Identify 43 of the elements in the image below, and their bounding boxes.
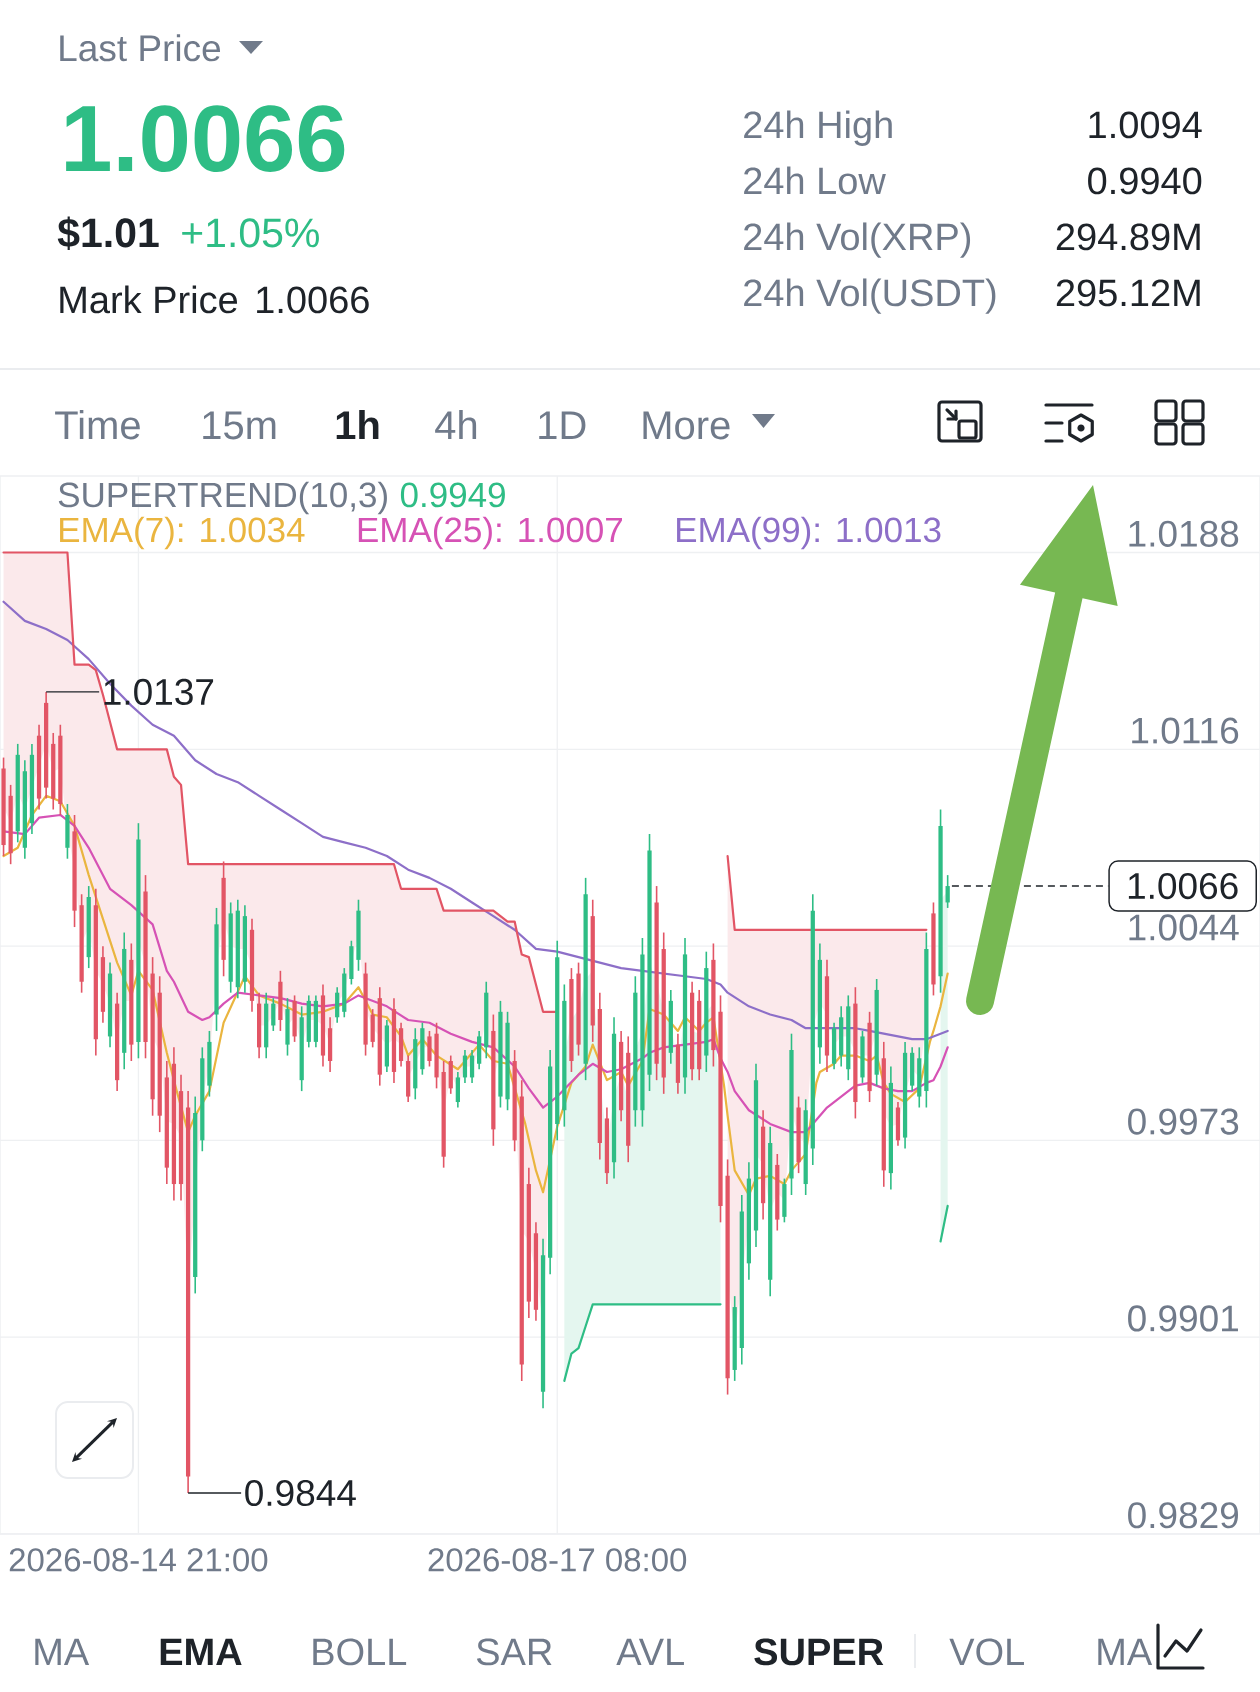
text: 1D	[539, 411, 586, 439]
y-tick-label: 1.0188	[1129, 520, 1239, 547]
annotation: SUPERTREND(10,3)	[58, 481, 387, 515]
text: EMA(99): 1.0013	[677, 516, 941, 550]
x-tick-label: 2026-08-17 08:00	[428, 1548, 687, 1572]
text: AVL	[616, 1638, 684, 1665]
text: 1h	[336, 410, 379, 439]
ref-line-label: 1.0066	[1128, 872, 1238, 900]
text: BOLL	[313, 1638, 407, 1666]
text: 15m	[203, 411, 276, 440]
y-tick-label: 0.9829	[1128, 1502, 1239, 1529]
text: MA	[35, 1638, 90, 1665]
text: EMA(25): 1.0007	[358, 516, 622, 550]
text: 1.0094	[1089, 111, 1202, 139]
text: VOL	[949, 1638, 1024, 1666]
text: 4h	[435, 410, 477, 439]
text: 24h High	[744, 110, 892, 146]
text: Time	[55, 410, 140, 440]
x-tick-label: 2026-08-14 21:00	[9, 1548, 268, 1572]
text: 24h Vol(XRP)	[744, 222, 971, 258]
text: +1.05%	[182, 218, 319, 248]
y-tick-label: 0.9973	[1128, 1108, 1239, 1135]
annotation: 0.9844	[245, 1479, 356, 1507]
y-tick-label: 1.0044	[1129, 914, 1239, 941]
text: 24h Vol(USDT)	[744, 278, 996, 314]
text: $1.01	[57, 216, 159, 251]
text: EMA	[160, 1638, 242, 1665]
text: More	[643, 411, 730, 440]
text: 1.0066	[66, 105, 345, 172]
text: 1.0066	[257, 286, 369, 314]
y-tick-label: 0.9901	[1128, 1305, 1238, 1332]
text: 294.89M	[1056, 223, 1200, 251]
text: SUPER	[754, 1638, 884, 1666]
text: Mark Price	[60, 285, 238, 314]
annotation: 0.9949	[400, 482, 505, 508]
text: Last Price	[60, 34, 221, 62]
text: SAR	[476, 1638, 552, 1666]
y-tick-label: 1.0116	[1132, 717, 1239, 744]
text: 24h Low	[744, 166, 886, 195]
text: 295.12M	[1056, 279, 1200, 307]
text: MA	[1098, 1638, 1153, 1665]
text: 0.9940	[1088, 167, 1202, 195]
text: EMA(7): 1.0034	[60, 516, 305, 550]
